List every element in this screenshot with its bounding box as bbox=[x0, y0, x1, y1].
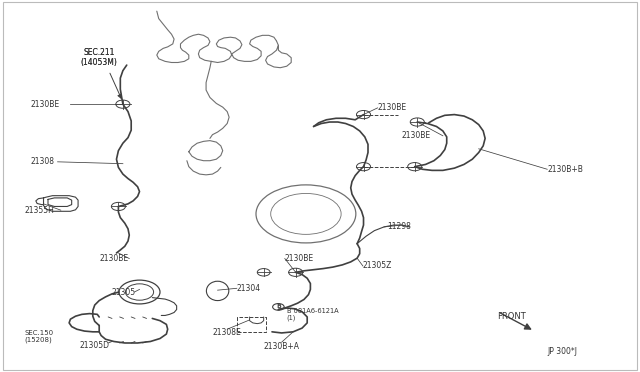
Text: 2130BE: 2130BE bbox=[378, 103, 407, 112]
Text: 2130BE: 2130BE bbox=[99, 254, 129, 263]
Text: B: B bbox=[276, 304, 281, 310]
Text: 2130BE: 2130BE bbox=[31, 100, 60, 109]
Text: B 081A6-6121A
(1): B 081A6-6121A (1) bbox=[287, 308, 339, 321]
Text: 21305Z: 21305Z bbox=[363, 262, 392, 270]
Text: JP 300*J: JP 300*J bbox=[547, 347, 577, 356]
Text: FRONT: FRONT bbox=[498, 312, 526, 321]
Text: 21308E: 21308E bbox=[213, 328, 241, 337]
Text: 2130B+B: 2130B+B bbox=[547, 165, 583, 174]
Text: 21308: 21308 bbox=[31, 157, 55, 166]
Text: SEC.150
(15208): SEC.150 (15208) bbox=[24, 330, 54, 343]
Text: SEC.211
(14053M): SEC.211 (14053M) bbox=[81, 48, 118, 67]
Text: 2130BE: 2130BE bbox=[402, 131, 431, 140]
Text: SEC.211
(14053M): SEC.211 (14053M) bbox=[81, 48, 118, 67]
Text: 21304: 21304 bbox=[237, 284, 261, 293]
Text: 2130B+A: 2130B+A bbox=[264, 342, 300, 351]
Text: 21305D: 21305D bbox=[80, 341, 109, 350]
Text: 21355H: 21355H bbox=[24, 206, 54, 215]
Text: 2130BE: 2130BE bbox=[285, 254, 314, 263]
Text: 21305: 21305 bbox=[112, 288, 136, 296]
Text: 11298: 11298 bbox=[387, 222, 411, 231]
